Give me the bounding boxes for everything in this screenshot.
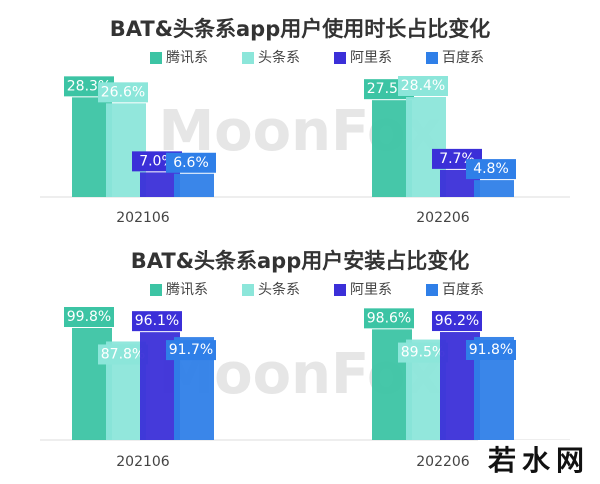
value-label-box [132,311,182,332]
value-label-box [98,344,148,365]
bar [174,173,214,197]
legend-label: 头条系 [258,281,300,298]
bar [106,103,146,197]
corner-logo: 若水网 [488,444,590,477]
value-label-box [432,311,482,332]
value-label: 99.8% [67,309,111,325]
logo-background [478,440,600,484]
value-label: 6.6% [173,155,209,171]
value-label-box [398,76,448,96]
legend-label: 阿里系 [350,50,392,66]
value-label-box [398,342,448,363]
legend-label: 百度系 [442,282,484,298]
legend-swatch [242,52,254,64]
legend-swatch [334,284,346,296]
value-label-box [364,308,414,329]
value-label-box [466,159,516,180]
x-tick-label: 202206 [416,210,470,226]
value-label-box [466,339,516,360]
bar [406,97,446,197]
x-tick-label: 202206 [416,454,470,470]
chart-title: BAT&头条系app用户安装占比变化 [131,249,470,273]
value-label: 96.1% [135,313,179,329]
legend-swatch [426,284,438,296]
value-label-box [166,340,216,361]
value-label: 28.4% [401,78,445,94]
x-tick-label: 202106 [116,210,170,226]
legend-label: 腾讯系 [166,281,208,298]
x-tick-label: 202106 [116,454,170,470]
value-label: 96.2% [435,313,479,329]
value-label: 4.8% [473,161,509,177]
legend-label: 腾讯系 [166,49,208,66]
value-label-box [98,82,148,103]
bar [474,180,514,197]
legend-label: 头条系 [258,49,300,66]
value-label: 26.6% [101,84,145,100]
legend-swatch [150,52,162,64]
legend-swatch [334,52,346,64]
legend-swatch [426,52,438,64]
value-label: 87.8% [101,346,145,362]
chart-title: BAT&头条系app用户使用时长占比变化 [110,17,491,41]
value-label-box [64,307,114,327]
value-label: 7.0% [139,153,175,169]
value-label: 7.7% [439,151,475,167]
bar [372,100,412,197]
value-label-box [166,152,216,173]
legend-swatch [242,284,254,296]
legend-label: 百度系 [442,50,484,66]
value-label: 98.6% [367,310,411,326]
value-label: 91.7% [169,342,213,358]
value-label: 91.8% [469,342,513,358]
bar [72,97,112,197]
bar [140,172,180,197]
legend-label: 阿里系 [350,282,392,298]
value-label: 89.5% [401,345,445,361]
legend-swatch [150,284,162,296]
